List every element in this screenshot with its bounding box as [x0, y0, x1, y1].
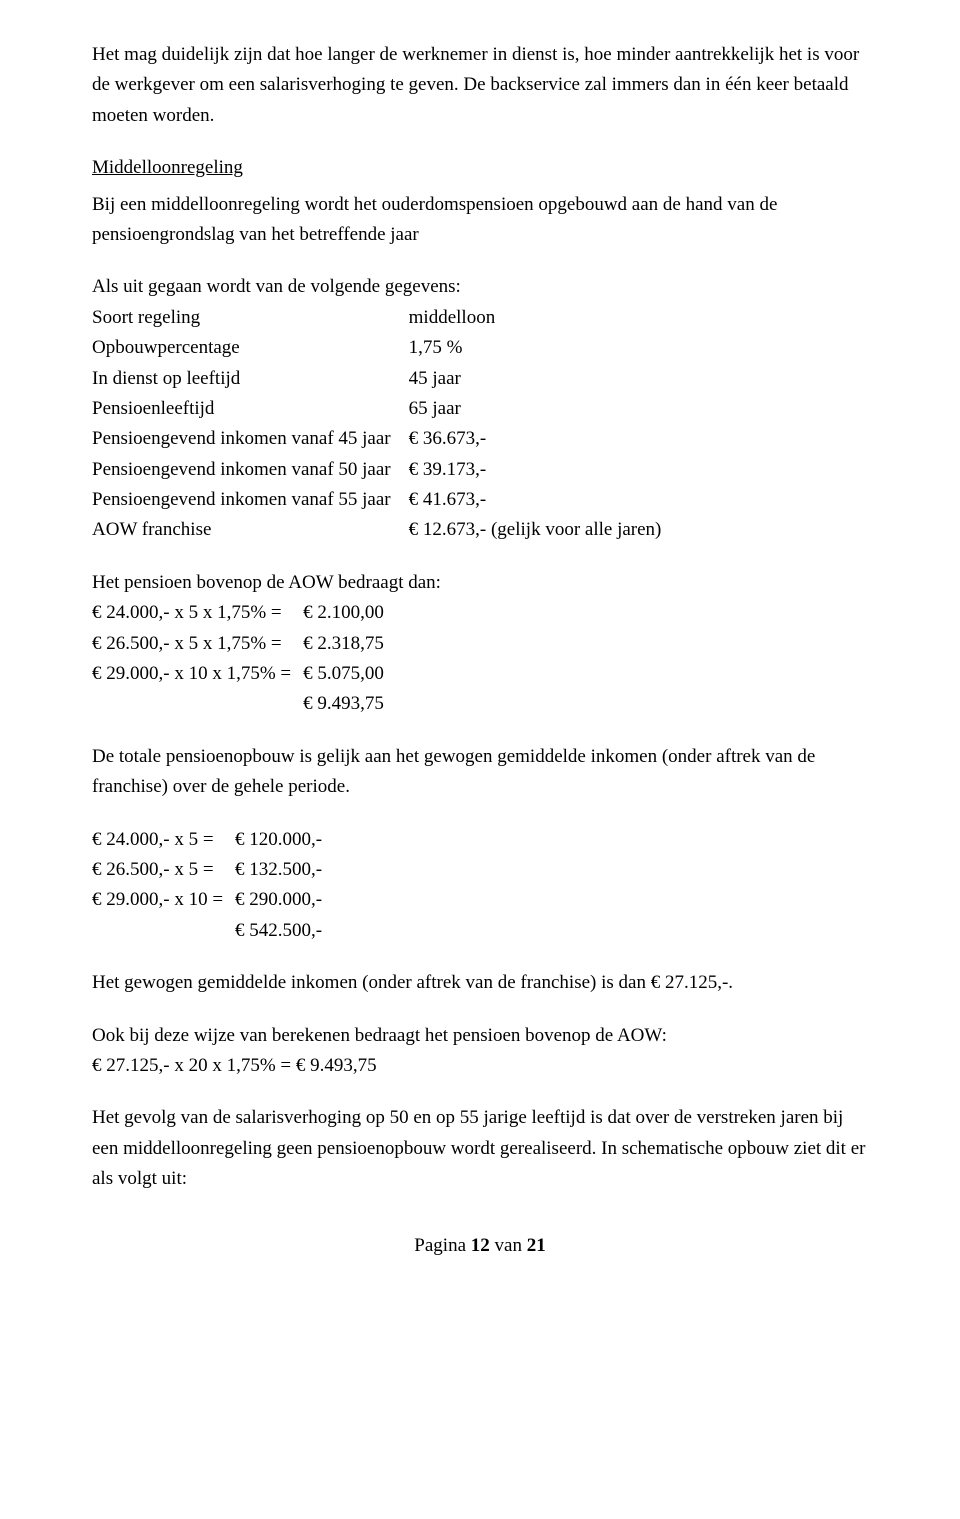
tail-block-1: Het gewogen gemiddelde inkomen (onder af… — [92, 968, 868, 998]
calc-lhs: € 24.000,- x 5 = — [92, 825, 223, 855]
table-row: € 24.000,- x 5 x 1,75% = € 2.100,00 — [92, 598, 384, 628]
page-current: 12 — [471, 1235, 490, 1256]
table-row: Opbouwpercentage 1,75 % — [92, 333, 671, 363]
page-total: 21 — [527, 1235, 546, 1256]
table-row: In dienst op leeftijd 45 jaar — [92, 364, 671, 394]
calc-rhs: € 132.500,- — [223, 855, 322, 885]
calc-rhs: € 542.500,- — [223, 916, 322, 946]
gegevens-label: Pensioenleeftijd — [92, 394, 401, 424]
tail-paragraph-4: Het gevolg van de salarisverhoging op 50… — [92, 1103, 868, 1194]
calc-lhs — [92, 916, 223, 946]
gegevens-value: € 41.673,- — [401, 485, 672, 515]
table-row: € 9.493,75 — [92, 689, 384, 719]
gegevens-label: Opbouwpercentage — [92, 333, 401, 363]
gegevens-label: AOW franchise — [92, 515, 401, 545]
gegevens-label: Pensioengevend inkomen vanaf 45 jaar — [92, 424, 401, 454]
table-row: € 26.500,- x 5 x 1,75% = € 2.318,75 — [92, 629, 384, 659]
mid-block: De totale pensioenopbouw is gelijk aan h… — [92, 742, 868, 803]
gegevens-value: € 36.673,- — [401, 424, 672, 454]
table-row: € 29.000,- x 10 x 1,75% = € 5.075,00 — [92, 659, 384, 689]
calc-rhs: € 2.100,00 — [291, 598, 384, 628]
calc-rhs: € 290.000,- — [223, 885, 322, 915]
tail-block-2: Ook bij deze wijze van berekenen bedraag… — [92, 1021, 868, 1082]
tail-paragraph-3: € 27.125,- x 20 x 1,75% = € 9.493,75 — [92, 1051, 868, 1081]
gegevens-value: 45 jaar — [401, 364, 672, 394]
calc-lhs: € 29.000,- x 10 = — [92, 885, 223, 915]
calc1-heading: Het pensioen bovenop de AOW bedraagt dan… — [92, 568, 868, 598]
section-paragraph-1: Bij een middelloonregeling wordt het oud… — [92, 190, 868, 251]
gegevens-intro: Als uit gegaan wordt van de volgende geg… — [92, 272, 868, 302]
gegevens-value: middelloon — [401, 303, 672, 333]
section-heading-text: Middelloonregeling — [92, 157, 243, 178]
intro-block: Het mag duidelijk zijn dat hoe langer de… — [92, 40, 868, 131]
table-row: AOW franchise € 12.673,- (gelijk voor al… — [92, 515, 671, 545]
calc2-block: € 24.000,- x 5 = € 120.000,- € 26.500,- … — [92, 825, 868, 947]
gegevens-label: In dienst op leeftijd — [92, 364, 401, 394]
calc-lhs — [92, 689, 291, 719]
table-row: Pensioengevend inkomen vanaf 55 jaar € 4… — [92, 485, 671, 515]
gegevens-label: Pensioengevend inkomen vanaf 50 jaar — [92, 455, 401, 485]
gegevens-block: Als uit gegaan wordt van de volgende geg… — [92, 272, 868, 546]
table-row: Pensioengevend inkomen vanaf 45 jaar € 3… — [92, 424, 671, 454]
table-row: € 24.000,- x 5 = € 120.000,- — [92, 825, 322, 855]
calc-rhs: € 9.493,75 — [291, 689, 384, 719]
calc1-table: € 24.000,- x 5 x 1,75% = € 2.100,00 € 26… — [92, 598, 384, 720]
calc1-block: Het pensioen bovenop de AOW bedraagt dan… — [92, 568, 868, 720]
gegevens-value: € 12.673,- (gelijk voor alle jaren) — [401, 515, 672, 545]
gegevens-value: € 39.173,- — [401, 455, 672, 485]
calc2-table: € 24.000,- x 5 = € 120.000,- € 26.500,- … — [92, 825, 322, 947]
calc-rhs: € 2.318,75 — [291, 629, 384, 659]
calc-lhs: € 26.500,- x 5 x 1,75% = — [92, 629, 291, 659]
table-row: Pensioengevend inkomen vanaf 50 jaar € 3… — [92, 455, 671, 485]
gegevens-value: 65 jaar — [401, 394, 672, 424]
table-row: € 542.500,- — [92, 916, 322, 946]
calc-rhs: € 120.000,- — [223, 825, 322, 855]
calc-lhs: € 26.500,- x 5 = — [92, 855, 223, 885]
calc-lhs: € 24.000,- x 5 x 1,75% = — [92, 598, 291, 628]
intro-paragraph: Het mag duidelijk zijn dat hoe langer de… — [92, 40, 868, 131]
page-footer: Pagina 12 van 21 — [92, 1235, 868, 1257]
calc-lhs: € 29.000,- x 10 x 1,75% = — [92, 659, 291, 689]
calc-rhs: € 5.075,00 — [291, 659, 384, 689]
tail-paragraph-2: Ook bij deze wijze van berekenen bedraag… — [92, 1021, 868, 1051]
gegevens-value: 1,75 % — [401, 333, 672, 363]
tail-paragraph-1: Het gewogen gemiddelde inkomen (onder af… — [92, 968, 868, 998]
gegevens-label: Soort regeling — [92, 303, 401, 333]
section-block: Middelloonregeling Bij een middelloonreg… — [92, 153, 868, 250]
mid-paragraph: De totale pensioenopbouw is gelijk aan h… — [92, 742, 868, 803]
tail-block-3: Het gevolg van de salarisverhoging op 50… — [92, 1103, 868, 1194]
table-row: Pensioenleeftijd 65 jaar — [92, 394, 671, 424]
table-row: Soort regeling middelloon — [92, 303, 671, 333]
gegevens-label: Pensioengevend inkomen vanaf 55 jaar — [92, 485, 401, 515]
section-heading: Middelloonregeling — [92, 153, 868, 183]
table-row: € 26.500,- x 5 = € 132.500,- — [92, 855, 322, 885]
table-row: € 29.000,- x 10 = € 290.000,- — [92, 885, 322, 915]
gegevens-table: Soort regeling middelloon Opbouwpercenta… — [92, 303, 671, 546]
page-number: Pagina 12 van 21 — [414, 1235, 545, 1256]
